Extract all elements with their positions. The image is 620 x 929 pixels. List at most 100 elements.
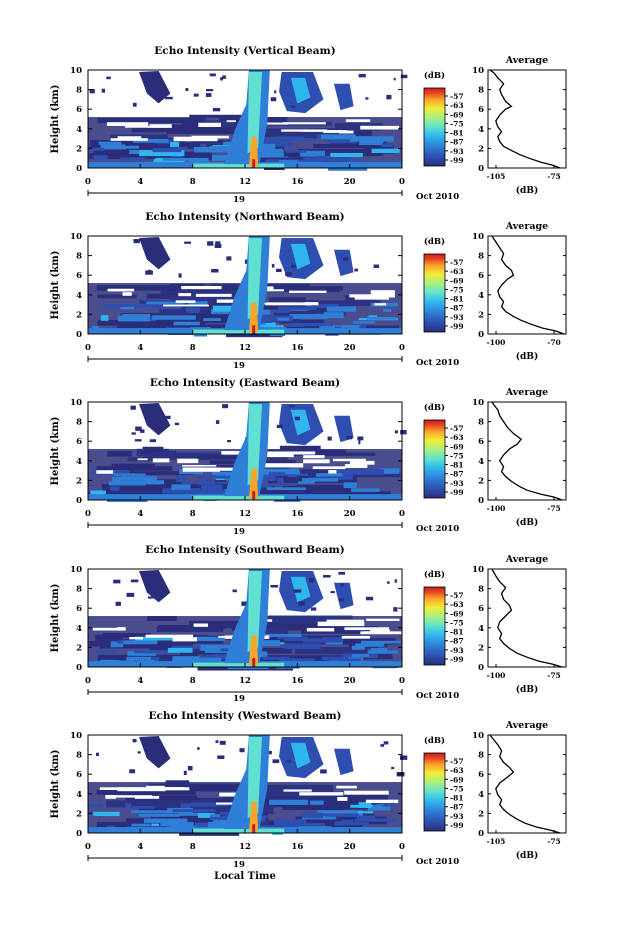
panel-title: Echo Intensity (Northward Beam): [145, 211, 344, 223]
echo-gap: [322, 130, 348, 133]
echo-heatmap: [88, 735, 408, 836]
average-y-tick-label: 6: [478, 105, 484, 115]
echo-cell: [131, 810, 177, 814]
average-y-tick-label: 10: [472, 731, 484, 741]
echo-cell: [360, 640, 401, 644]
x-tick-label: 8: [190, 509, 196, 519]
echo-speck: [394, 579, 397, 583]
date-label: 19: [233, 195, 245, 205]
average-y-tick-label: 4: [478, 125, 484, 135]
echo-speck: [209, 73, 216, 77]
echo-cell: [330, 152, 363, 158]
x-tick-label: 4: [137, 842, 143, 852]
echo-cell: [110, 486, 120, 491]
panel-title: Echo Intensity (Southward Beam): [145, 544, 344, 556]
echo-gap: [163, 304, 209, 307]
x-tick-label: 12: [239, 842, 251, 852]
x-tick-label: 0: [399, 177, 405, 187]
echo-speck: [115, 601, 121, 606]
panel-2: Echo Intensity (Northward Beam) 0 2 4 6 8 10 He…: [50, 211, 567, 371]
echo-cell: [258, 468, 300, 473]
y-tick-label: 2: [76, 476, 82, 486]
echo-gap: [267, 451, 316, 455]
echo-speck: [298, 601, 305, 606]
echo-tower-peak: [248, 468, 259, 499]
echo-cell: [187, 301, 208, 307]
y-tick-label: 10: [70, 398, 82, 408]
echo-speck: [270, 97, 277, 102]
echo-cell: [352, 321, 376, 324]
average-x-tick-label: -100: [487, 671, 506, 680]
echo-cell: [113, 473, 146, 476]
echo-gap: [344, 790, 389, 795]
echo-gap: [336, 785, 357, 789]
echo-cell: [88, 803, 103, 808]
average-y-tick-label: 2: [478, 809, 484, 819]
echo-speck: [271, 263, 275, 268]
echo-cell: [274, 136, 305, 139]
echo-speck: [294, 416, 300, 421]
echo-gap: [312, 466, 346, 470]
echo-speck: [132, 102, 137, 107]
echo-gap: [178, 293, 192, 297]
echo-cell: [129, 480, 165, 485]
echo-cell: [302, 478, 338, 482]
echo-gap: [349, 460, 375, 465]
average-title: Average: [505, 554, 548, 565]
echo-speck: [137, 751, 141, 754]
echo-gap: [306, 627, 335, 632]
colorbar-tick-label: -99: [450, 488, 464, 497]
x-tick-label: 0: [399, 676, 405, 686]
echo-cell: [371, 148, 400, 154]
average-y-tick-label: 6: [478, 604, 484, 614]
echo-surface-strong: [192, 163, 285, 168]
echo-speck: [130, 579, 139, 583]
echo-cell: [100, 315, 109, 321]
echo-gap: [193, 623, 208, 627]
echo-cell: [355, 643, 385, 647]
echo-cloud: [333, 415, 354, 443]
colorbar-tick-label: -81: [450, 794, 464, 803]
average-x-tick-label: -75: [547, 504, 561, 513]
x-tick-label: 12: [239, 509, 251, 519]
echo-gap: [117, 787, 166, 792]
echo-cell: [339, 658, 362, 662]
echo-cell: [326, 306, 357, 312]
y-tick-label: 8: [76, 585, 82, 595]
panel-title: Echo Intensity (Vertical Beam): [154, 45, 335, 57]
echo-gap: [124, 125, 172, 128]
echo-surface-strong: [192, 329, 285, 334]
echo-cell: [266, 487, 306, 491]
echo-cell: [180, 657, 222, 662]
panel-title: Echo Intensity (Eastward Beam): [150, 377, 340, 389]
colorbar-tick-label: -63: [450, 600, 464, 609]
echo-cell: [367, 806, 391, 811]
average-y-tick-label: 8: [478, 751, 484, 761]
echo-cell: [125, 145, 139, 149]
y-tick-label: 10: [70, 731, 82, 741]
echo-cell: [133, 650, 168, 654]
echo-speck: [365, 596, 374, 601]
echo-speck: [338, 571, 346, 575]
echo-speck: [380, 744, 385, 747]
echo-speck: [153, 95, 159, 98]
echo-speck: [285, 272, 292, 276]
x-tick-label: 16: [291, 509, 303, 519]
average-x-label: (dB): [516, 517, 538, 528]
y-tick-label: 6: [76, 105, 82, 115]
echo-speck: [340, 583, 345, 587]
echo-cell: [190, 802, 229, 807]
echo-cell: [162, 158, 200, 161]
echo-cell: [129, 149, 148, 155]
average-x-tick-label: -75: [547, 172, 561, 181]
echo-gap: [99, 787, 142, 790]
x-axis-label: Local Time: [214, 871, 276, 882]
x-tick-label: 0: [85, 177, 91, 187]
average-y-tick-label: 8: [478, 86, 484, 96]
colorbar-tick-label: -69: [450, 775, 464, 784]
average-y-tick-label: 8: [478, 585, 484, 595]
colorbar-tick-label: -81: [450, 628, 464, 637]
echo-cell: [110, 641, 124, 648]
echo-speck: [207, 241, 214, 246]
echo-gap: [303, 455, 325, 459]
